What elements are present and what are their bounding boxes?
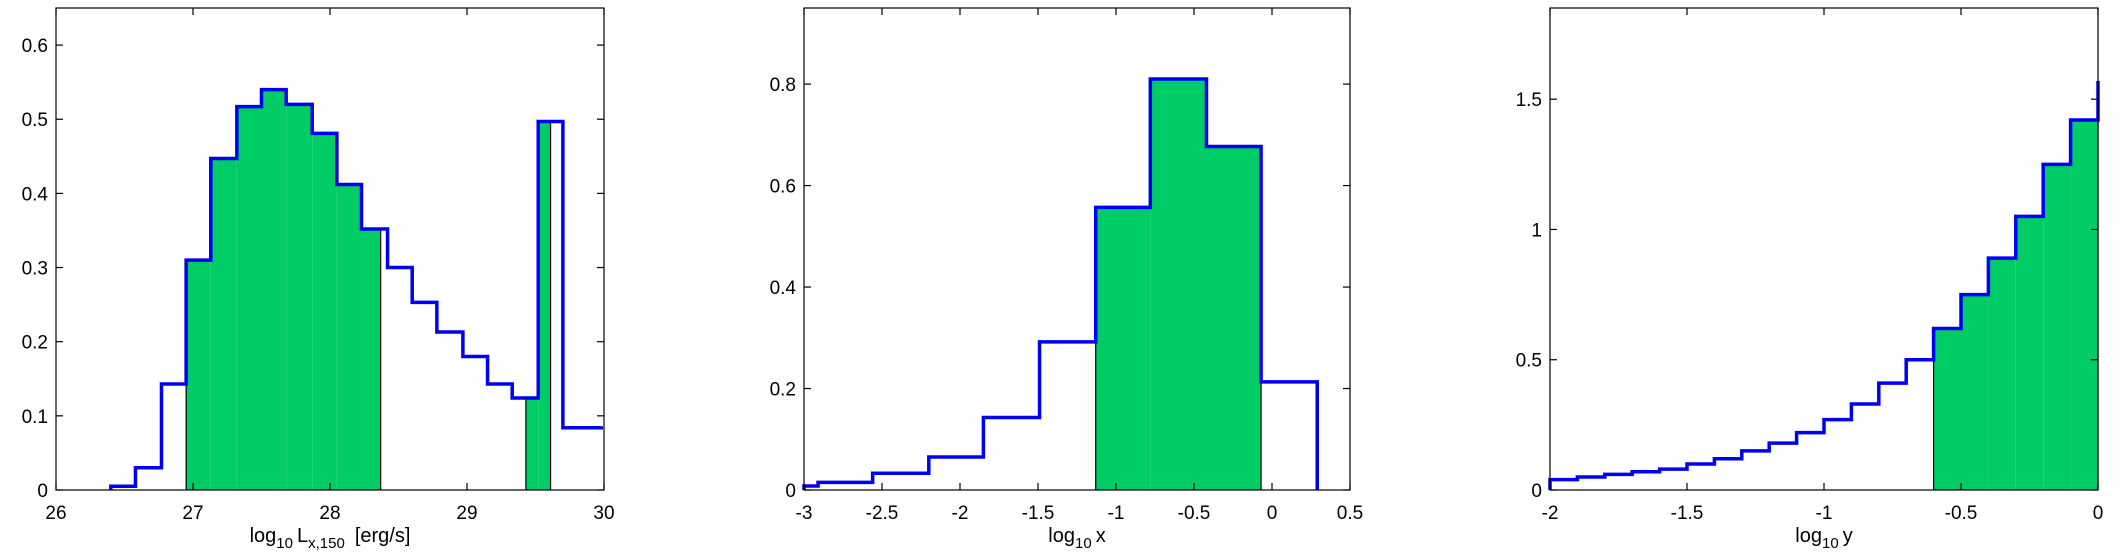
highlighted-bin — [210, 158, 237, 491]
x-axis-ticks: -3 -2.5 -2 -1.5 -1 -0.5 0 0.5 — [796, 8, 1363, 524]
y-tick-label: 0.5 — [22, 110, 48, 131]
y-tick-label: 0.5 — [1516, 351, 1542, 372]
x-tick-label: -2.5 — [866, 503, 899, 524]
highlighted-bin — [2043, 164, 2071, 490]
x-axis-label-prefix: log — [1048, 525, 1075, 547]
x-tick-label: -1 — [1108, 503, 1125, 524]
highlighted-bin — [525, 398, 539, 490]
x-axis-label-variable: y — [1843, 525, 1853, 547]
x-axis-label-subscript: 10 — [1822, 535, 1839, 552]
highlighted-bin — [538, 121, 551, 490]
x-tick-label: 27 — [182, 503, 203, 524]
highlighted-bins — [185, 89, 552, 491]
x-tick-label: -0.5 — [1945, 503, 1978, 524]
highlighted-bin — [1933, 328, 1961, 490]
x-axis-label: log10 y — [1795, 525, 1852, 552]
x-axis-ticks: -2 -1.5 -1 -0.5 0 — [1542, 8, 2104, 524]
y-tick-label: 0.1 — [22, 407, 48, 428]
histogram-panel-luminosity: 26 27 28 29 30 0 0.1 0.2 0.3 0.4 0.5 0.6 log10 Lx,1… — [22, 7, 615, 552]
highlighted-bin — [1961, 294, 1989, 490]
y-tick-label: 1 — [1531, 220, 1542, 241]
y-tick-label: 0.6 — [22, 36, 48, 57]
x-tick-label: -1.5 — [1022, 503, 1055, 524]
highlighted-bin — [361, 228, 381, 490]
histogram-panel-x: -3 -2.5 -2 -1.5 -1 -0.5 0 0.5 0 0.2 0.4 0.6 0.8 log… — [770, 7, 1363, 552]
x-axis-label-variable: L — [297, 525, 308, 547]
x-tick-label: 28 — [319, 503, 340, 524]
y-tick-label: 0 — [1531, 481, 1542, 502]
y-tick-label: 0.8 — [770, 75, 796, 96]
x-axis-label-unit: [erg/s] — [355, 525, 411, 547]
y-tick-label: 0.2 — [22, 333, 48, 354]
y-tick-label: 0.4 — [770, 278, 797, 299]
highlighted-bin — [2070, 120, 2098, 490]
x-tick-label: -1 — [1816, 503, 1833, 524]
y-tick-label: 0.2 — [770, 380, 796, 401]
plot-frame — [803, 7, 1351, 491]
y-tick-label: 1.5 — [1516, 90, 1542, 111]
highlighted-bin — [186, 260, 211, 490]
x-tick-label: -2 — [952, 503, 969, 524]
highlighted-bin — [1150, 79, 1207, 490]
histogram-panel-y: -2 -1.5 -1 -0.5 0 0 0.5 1 1.5 log10 y — [1516, 7, 2104, 552]
x-axis-ticks: 26 27 28 29 30 — [45, 8, 615, 524]
x-axis-label: log10 x — [1048, 525, 1105, 552]
highlighted-bin — [236, 106, 262, 490]
highlighted-bins — [1095, 79, 1262, 490]
y-tick-label: 0 — [785, 481, 796, 502]
y-axis-ticks: 0 0.2 0.4 0.6 0.8 — [770, 75, 1350, 502]
x-tick-label: 29 — [456, 503, 477, 524]
y-axis-ticks: 0 0.1 0.2 0.3 0.4 0.5 0.6 — [22, 36, 604, 502]
y-axis-ticks: 0 0.5 1 1.5 — [1516, 90, 2098, 502]
highlighted-bin — [312, 133, 337, 490]
x-axis-label-variable: x — [1096, 525, 1106, 547]
histogram-outline — [109, 87, 604, 490]
x-axis-label-variable-subscript: x,150 — [308, 535, 345, 552]
highlighted-bins — [1932, 120, 2099, 490]
x-tick-label: 0 — [2093, 503, 2104, 524]
x-tick-label: -3 — [796, 503, 813, 524]
x-axis-label-subscript: 10 — [1075, 535, 1092, 552]
x-axis-label-prefix: log — [1795, 525, 1822, 547]
x-axis-label-subscript: 10 — [276, 535, 293, 552]
y-tick-label: 0.6 — [770, 177, 796, 198]
x-tick-label: 0 — [1267, 503, 1278, 524]
y-tick-label: 0 — [37, 481, 48, 502]
x-tick-label: -2 — [1542, 503, 1559, 524]
histogram-outline — [1548, 80, 2100, 490]
highlighted-bin — [336, 184, 362, 491]
x-tick-label: -0.5 — [1178, 503, 1211, 524]
y-tick-label: 0.4 — [22, 184, 49, 205]
x-axis-label: log10 Lx,150 [erg/s] — [250, 525, 411, 552]
x-axis-label-prefix: log — [250, 525, 277, 547]
highlighted-bin — [2015, 216, 2044, 490]
x-tick-label: 0.5 — [1337, 503, 1363, 524]
highlighted-bin — [261, 89, 287, 491]
highlighted-bin — [1988, 258, 2016, 490]
y-tick-label: 0.3 — [22, 259, 48, 280]
highlighted-bin — [1095, 207, 1151, 490]
x-tick-label: -1.5 — [1671, 503, 1704, 524]
x-tick-label: 26 — [45, 503, 66, 524]
histogram-outline — [802, 77, 1319, 490]
x-tick-label: 30 — [593, 503, 614, 524]
highlighted-bin — [286, 104, 313, 491]
highlighted-bin — [1206, 146, 1262, 490]
